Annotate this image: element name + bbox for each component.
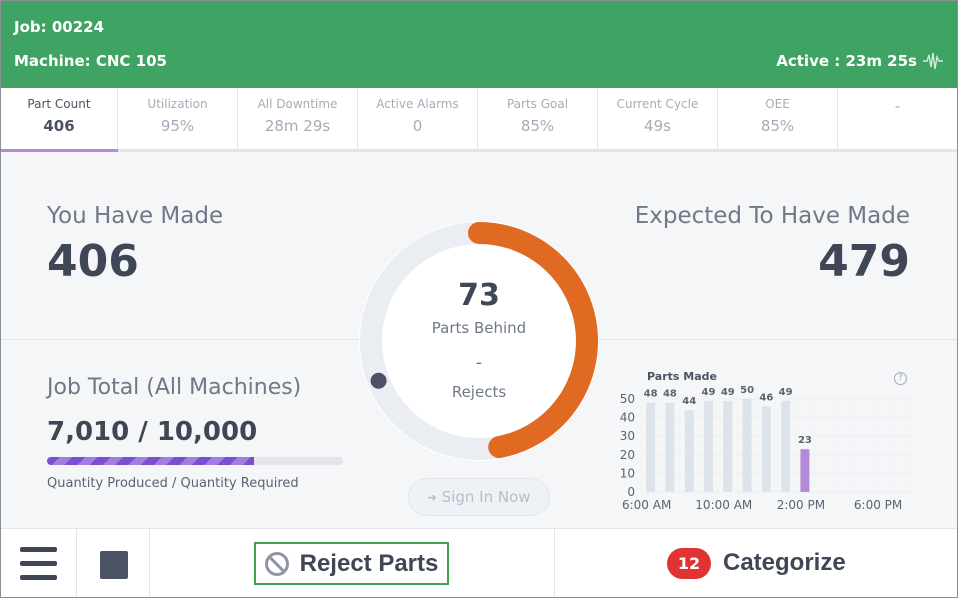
chart-data-label: 46 [759,392,773,403]
gauge-marker [370,372,387,389]
job-label: Job: 00224 [14,18,105,36]
metric-label: Part Count [27,97,91,111]
sign-in-label: Sign In Now [441,488,531,506]
pulse-icon [923,52,943,70]
metric-value: 406 [43,117,75,135]
metric-label: Utilization [147,97,208,111]
metric-label: Parts Goal [506,97,569,111]
chart-y-tick-label: 0 [627,485,635,499]
metric-value: - [894,97,901,115]
menu-button[interactable] [1,529,77,597]
job-progress-fill [47,457,255,465]
tab-empty[interactable]: - [838,88,957,149]
chart-bar [800,449,810,492]
chart-x-tick-label: 2:00 PM [777,498,825,512]
tab-oee[interactable]: OEE 85% [718,88,838,149]
reject-cell: Reject Parts [150,529,555,597]
tab-active-alarms[interactable]: Active Alarms 0 [358,88,478,149]
chart-bar [665,402,675,492]
active-timer: Active : 23m 25s [776,52,917,70]
metric-value: 85% [760,117,795,135]
footer-toolbar: Reject Parts 12 Categorize [1,528,957,597]
tab-all-downtime[interactable]: All Downtime 28m 29s [238,88,358,149]
metrics-bar: Part Count 406 Utilization 95% All Downt… [1,88,957,152]
metric-label: Active Alarms [376,97,459,111]
metric-label: Current Cycle [616,97,699,111]
sign-in-icon: ➜ [427,490,437,504]
categorize-count-badge: 12 [667,548,711,579]
chart-data-label: 23 [798,435,812,446]
job-progress-bar [47,457,343,465]
parts-behind-value: 73 [458,278,500,313]
chart-bar [646,402,656,492]
chart-bar [723,400,733,492]
chart-y-tick-label: 20 [620,448,635,462]
metric-label: OEE [765,97,790,111]
chart-data-label: 50 [740,385,754,396]
chart-x-tick-label: 6:00 PM [854,498,902,512]
tab-utilization[interactable]: Utilization 95% [118,88,238,149]
stop-icon [100,551,128,579]
chart-data-label: 48 [644,389,658,400]
hamburger-icon [20,547,57,580]
chart-data-label: 49 [721,387,735,398]
parts-made-chart: 0 10 20 30 40 50 48 48 44 49 49 50 46 49 23 6:00 AM 10:0… [620,385,912,512]
categorize-label: Categorize [723,549,846,576]
chart-data-label: 49 [702,387,716,398]
quantity-caption: Quantity Produced / Quantity Required [47,476,299,491]
parts-behind-gauge [359,221,599,461]
stop-button[interactable] [77,529,150,597]
chart-data-label: 48 [663,389,677,400]
rejects-value: - [475,353,483,373]
chart-bar [684,410,694,492]
job-total-label: Job Total (All Machines) [47,375,302,400]
chart-y-tick-label: 10 [620,466,635,480]
tab-current-cycle[interactable]: Current Cycle 49s [598,88,718,149]
ban-icon [264,551,289,576]
expected-value: 479 [818,236,910,287]
parts-behind-label: Parts Behind [431,319,527,337]
gauge-arc [468,222,598,459]
chart-bar [742,399,752,492]
metric-label: All Downtime [257,97,338,111]
sign-in-button[interactable]: ➜ Sign In Now [408,478,550,516]
machine-header: Job: 00224 Machine: CNC 105 Active : 23m… [1,1,957,88]
machine-label: Machine: CNC 105 [14,52,167,70]
chart-x-tick-label: 6:00 AM [622,498,671,512]
chart-bar [781,400,791,492]
chart-bar [761,406,771,492]
chart-y-tick-label: 40 [620,411,635,425]
chart-data-label: 44 [682,396,696,407]
metric-value: 0 [412,117,423,135]
metric-value: 49s [644,117,671,135]
categorize-button[interactable]: 12 Categorize [555,529,957,597]
made-label: You Have Made [47,203,224,229]
chart-x-tick-label: 10:00 AM [695,498,752,512]
reject-parts-button[interactable]: Reject Parts [254,542,449,585]
expected-label: Expected To Have Made [634,203,910,229]
tab-parts-goal[interactable]: Parts Goal 85% [478,88,598,149]
tab-part-count[interactable]: Part Count 406 [1,88,118,152]
metric-value: 95% [160,117,195,135]
chart-y-tick-label: 30 [620,429,635,443]
help-icon[interactable]: ? [894,372,907,385]
chart-y-tick-label: 50 [620,392,635,406]
metric-value: 85% [520,117,555,135]
made-value: 406 [47,236,139,287]
job-total-value: 7,010 / 10,000 [47,417,258,447]
reject-parts-label: Reject Parts [299,549,439,577]
chart-title: Parts Made [647,370,717,383]
rejects-label: Rejects [451,383,507,401]
metric-value: 28m 29s [264,117,331,135]
chart-bar [704,400,713,492]
chart-data-label: 49 [779,387,793,398]
